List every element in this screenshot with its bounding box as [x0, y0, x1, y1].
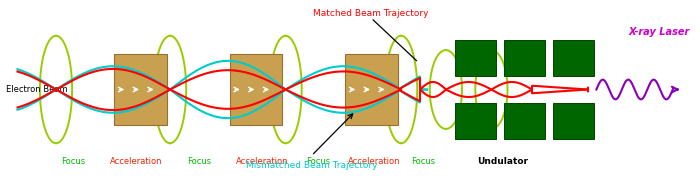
Text: Electron Beam: Electron Beam: [6, 85, 67, 94]
Bar: [345, 54, 398, 125]
Text: Mismatched Beam Trajectory: Mismatched Beam Trajectory: [246, 161, 377, 170]
Bar: [553, 103, 594, 139]
Text: Focus: Focus: [188, 158, 211, 166]
Bar: [504, 103, 545, 139]
Text: X-ray Laser: X-ray Laser: [629, 27, 690, 37]
Text: Undulator: Undulator: [477, 158, 528, 166]
Bar: [504, 40, 545, 76]
Text: Acceleration: Acceleration: [237, 158, 288, 166]
Text: Acceleration: Acceleration: [111, 158, 162, 166]
Bar: [230, 54, 282, 125]
Text: Matched Beam Trajectory: Matched Beam Trajectory: [314, 9, 428, 18]
Text: Focus: Focus: [412, 158, 435, 166]
Bar: [114, 54, 167, 125]
Text: Focus: Focus: [307, 158, 330, 166]
Text: Acceleration: Acceleration: [349, 158, 400, 166]
Text: Focus: Focus: [62, 158, 85, 166]
Bar: [553, 40, 594, 76]
Bar: [455, 40, 496, 76]
Bar: [455, 103, 496, 139]
